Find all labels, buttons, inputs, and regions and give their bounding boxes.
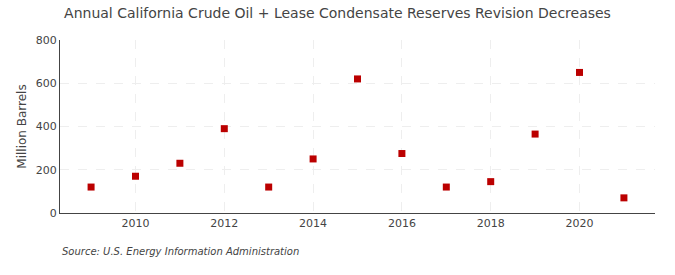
svg-text:2012: 2012 [210,217,238,230]
svg-text:400: 400 [36,120,57,133]
svg-text:Annual California Crude Oil +: Annual California Crude Oil + Lease Cond… [64,5,611,21]
svg-text:2014: 2014 [299,217,327,230]
svg-text:2016: 2016 [388,217,416,230]
svg-text:Million Barrels: Million Barrels [15,84,29,168]
svg-text:2020: 2020 [566,217,594,230]
svg-text:0: 0 [50,207,57,220]
svg-text:200: 200 [36,164,57,177]
svg-text:800: 800 [36,34,57,47]
svg-text:2018: 2018 [477,217,505,230]
svg-text:600: 600 [36,77,57,90]
svg-text:2010: 2010 [121,217,149,230]
svg-text:Source: U.S. Energy Informatio: Source: U.S. Energy Information Administ… [62,246,299,257]
